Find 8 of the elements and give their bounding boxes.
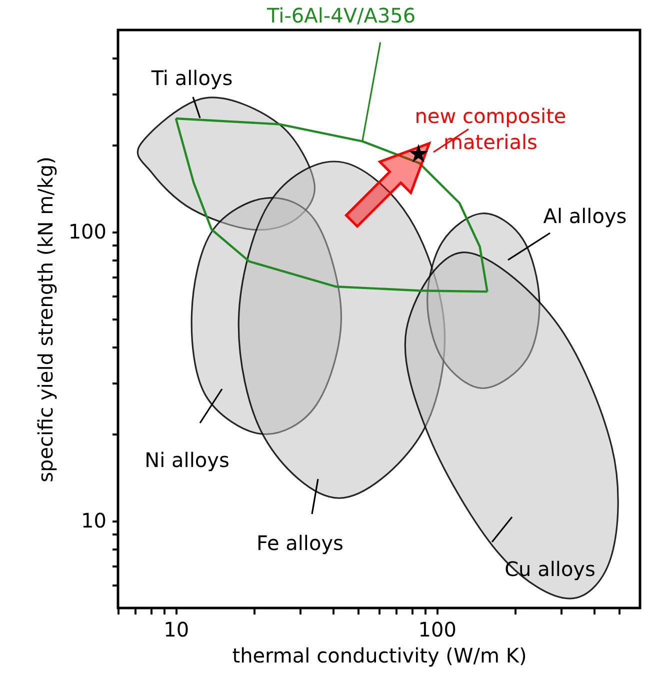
x-axis-title: thermal conductivity (W/m K) <box>232 644 527 668</box>
annotation: Ti-6Al-4V/A356 <box>266 3 416 28</box>
annotation: Fe alloys <box>256 531 344 555</box>
annotation: Al alloys <box>543 204 627 228</box>
annotation: Ni alloys <box>144 448 230 472</box>
y-axis-title: specific yield strength (kN m/kg) <box>33 156 58 482</box>
annotation: new composite materials <box>414 104 566 154</box>
annotation: Ti alloys <box>150 66 233 90</box>
